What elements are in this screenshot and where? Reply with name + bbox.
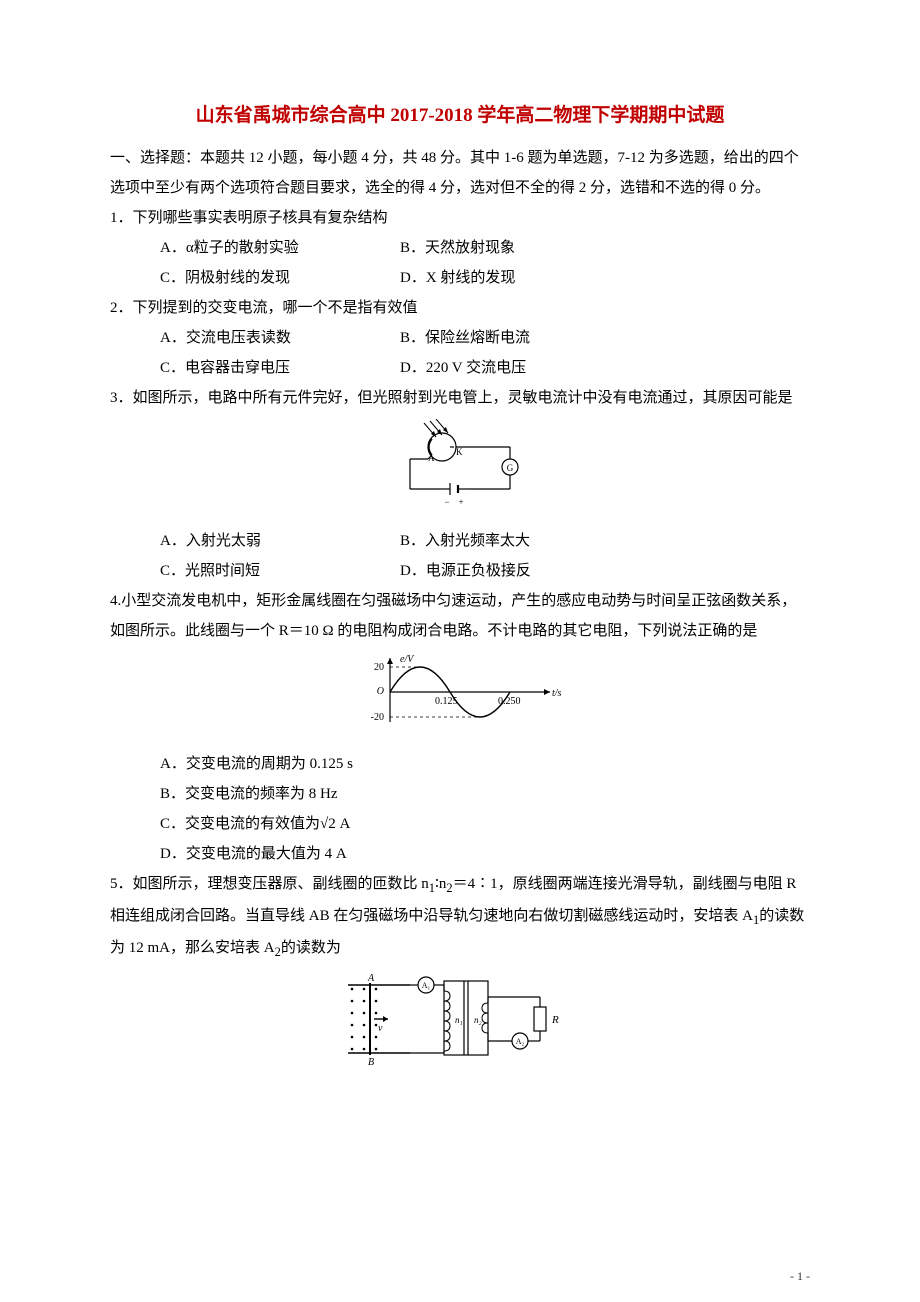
q5-n1-label: n₁ xyxy=(455,1015,463,1025)
q4-ytick-neg20: -20 xyxy=(371,712,384,723)
q5-stem: 5．如图所示，理想变压器原、副线圈的匝数比 n1∶n2＝4∶1，原线圈两端连接光… xyxy=(110,869,810,965)
q3-figure: G − + A K xyxy=(110,419,810,520)
q4-option-b: B．交变电流的频率为 8 Hz xyxy=(160,779,810,809)
q1-options-row1: A．α粒子的散射实验 B．天然放射现象 xyxy=(110,233,810,263)
q5-A2-label: A₂ xyxy=(516,1037,525,1046)
q1-option-b: B．天然放射现象 xyxy=(400,233,600,263)
q3-G-label: G xyxy=(507,463,514,473)
q3-option-a: A．入射光太弱 xyxy=(160,526,360,556)
q4-origin: O xyxy=(377,686,384,697)
section-intro: 一、选择题：本题共 12 小题，每小题 4 分，共 48 分。其中 1-6 题为… xyxy=(110,143,810,203)
q4-ylabel: e/V xyxy=(400,654,415,665)
magnetic-field-dots xyxy=(351,988,378,1051)
q5-n2-label: n₂ xyxy=(474,1015,482,1025)
q4-stem: 4.小型交流发电机中，矩形金属线圈在匀强磁场中匀速运动，产生的感应电动势与时间呈… xyxy=(110,586,810,646)
q1-options-row2: C．阴极射线的发现 D．X 射线的发现 xyxy=(110,263,810,293)
q4-xtick-0250: 0.250 xyxy=(498,696,521,707)
q5-A-label: A xyxy=(367,973,375,984)
q2-option-a: A．交流电压表读数 xyxy=(160,323,360,353)
q1-option-a: A．α粒子的散射实验 xyxy=(160,233,360,263)
q5-figure: A B v A₁ xyxy=(110,971,810,1077)
primary-coil xyxy=(444,991,450,1051)
q3-A-label: A xyxy=(428,453,435,463)
q3-plus: + xyxy=(458,497,463,507)
q3-minus: − xyxy=(444,497,449,507)
q3-option-d: D．电源正负极接反 xyxy=(400,556,600,586)
q2-options-row1: A．交流电压表读数 B．保险丝熔断电流 xyxy=(110,323,810,353)
q1-stem: 1．下列哪些事实表明原子核具有复杂结构 xyxy=(110,203,810,233)
q2-stem: 2．下列提到的交变电流，哪一个不是指有效值 xyxy=(110,293,810,323)
page-number: - 1 - xyxy=(790,1269,810,1284)
q3-options-row2: C．光照时间短 D．电源正负极接反 xyxy=(110,556,810,586)
q4-xtick-0125: 0.125 xyxy=(435,696,458,707)
q5-R-label: R xyxy=(551,1014,559,1026)
q2-option-b: B．保险丝熔断电流 xyxy=(400,323,600,353)
q2-options-row2: C．电容器击穿电压 D．220 V 交流电压 xyxy=(110,353,810,383)
q4-xlabel: t/s xyxy=(552,688,562,699)
q4-ytick-20: 20 xyxy=(374,662,384,673)
q2-option-c: C．电容器击穿电压 xyxy=(160,353,360,383)
q5-v-label: v xyxy=(378,1023,383,1034)
q3-K-label: K xyxy=(456,447,463,457)
q1-option-d: D．X 射线的发现 xyxy=(400,263,600,293)
q4-figure: e/V t/s 20 -20 O 0.125 0.250 xyxy=(110,652,810,743)
q5-A1-label: A₁ xyxy=(422,981,431,990)
q4-option-d: D．交变电流的最大值为 4 A xyxy=(160,839,810,869)
q4-option-c: C．交变电流的有效值为√2 A xyxy=(160,809,810,839)
q2-option-d: D．220 V 交流电压 xyxy=(400,353,600,383)
secondary-coil xyxy=(482,1003,488,1033)
q3-stem: 3．如图所示，电路中所有元件完好，但光照射到光电管上，灵敏电流计中没有电流通过，… xyxy=(110,383,810,413)
page-title: 山东省禹城市综合高中 2017-2018 学年高二物理下学期期中试题 xyxy=(110,100,810,127)
q3-options-row1: A．入射光太弱 B．入射光频率太大 xyxy=(110,526,810,556)
q4-option-a: A．交变电流的周期为 0.125 s xyxy=(160,749,810,779)
q3-option-b: B．入射光频率太大 xyxy=(400,526,600,556)
q5-B-label: B xyxy=(368,1057,374,1066)
q1-option-c: C．阴极射线的发现 xyxy=(160,263,360,293)
q3-option-c: C．光照时间短 xyxy=(160,556,360,586)
